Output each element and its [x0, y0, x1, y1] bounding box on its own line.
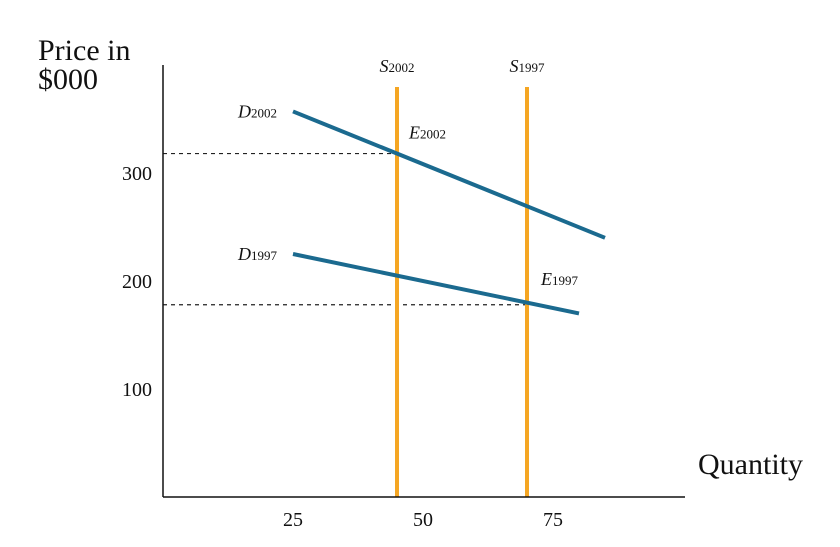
x-tick-label: 75	[543, 509, 563, 531]
y-axis-title-line-2: $000	[38, 63, 98, 96]
supply-label-1997: S1997	[510, 56, 546, 76]
curve-label-1997: E1997	[540, 269, 579, 289]
curve-label-subscript: 1997	[552, 273, 579, 288]
curve-label-symbol: E	[408, 123, 420, 143]
x-axis-title: Quantity	[698, 448, 803, 481]
y-tick-label: 300	[122, 163, 152, 185]
curve-label-symbol: E	[540, 269, 552, 289]
supply-label-2002: S2002	[380, 56, 415, 76]
demand-curve-2002	[292, 109, 606, 240]
axes	[162, 65, 685, 498]
curve-label-subscript: 2002	[420, 127, 446, 142]
equilibrium-guides	[163, 152, 527, 306]
curve-label-subscript: 2002	[251, 105, 277, 120]
tick-labels: 25 50 75 100 200 300	[122, 163, 563, 531]
curve-label-2002: D2002	[237, 101, 277, 121]
curve-label-symbol: D	[237, 101, 251, 121]
x-tick-label: 50	[413, 509, 433, 531]
curve-label-2002: E2002	[408, 123, 446, 143]
supply-label-subscript: 2002	[389, 60, 415, 75]
y-tick-label: 200	[122, 271, 152, 293]
curve-label-1997: D1997	[237, 244, 278, 264]
supply-label-subscript: 1997	[519, 60, 546, 75]
demand-curves	[292, 109, 606, 316]
y-axis-title-line-1: Price in	[38, 34, 130, 67]
supply-label-symbol: S	[510, 56, 519, 76]
supply-curves	[395, 87, 529, 497]
demand-curve-1997	[292, 252, 580, 316]
curve-label-symbol: D	[237, 244, 251, 264]
supply-label-symbol: S	[380, 56, 389, 76]
y-tick-label: 100	[122, 379, 152, 401]
x-tick-label: 25	[283, 509, 303, 531]
curve-label-subscript: 1997	[251, 248, 278, 263]
